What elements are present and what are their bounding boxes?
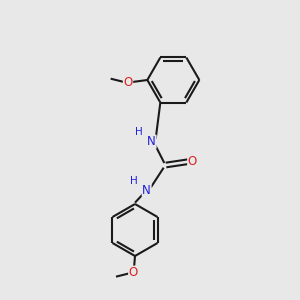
Text: O: O [188,155,197,168]
Text: N: N [147,135,156,148]
Text: H: H [130,176,138,186]
Text: H: H [135,127,143,137]
Text: O: O [123,76,133,89]
Text: N: N [142,184,151,196]
Text: O: O [129,266,138,279]
